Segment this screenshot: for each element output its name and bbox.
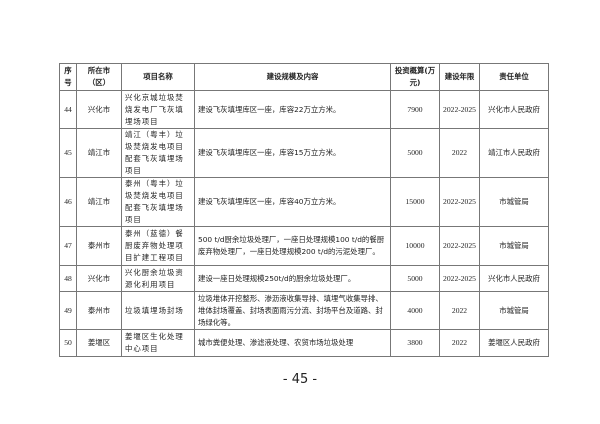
table-row: 49 泰州市 垃圾填埋场封场 垃圾堆体开挖整形、渗沥液收集导排、填埋气收集导排、堆体封… xyxy=(59,291,549,330)
table-cell: 姜堰区生化处理中心项目 xyxy=(121,329,195,357)
table-cell: 2022 xyxy=(439,291,480,330)
column-header: 项目名称 xyxy=(121,63,195,91)
table-cell: 5000 xyxy=(390,128,440,178)
column-header: 投资概算(万元) xyxy=(390,63,440,91)
table-cell: 兴化市 xyxy=(76,265,122,292)
table-cell: 泰州（粤丰）垃圾焚烧发电项目配套飞灰填埋场项目 xyxy=(121,177,195,227)
table-cell: 垃圾堆体开挖整形、渗沥液收集导排、填埋气收集导排、堆体封场覆盖、封场表面雨污分流… xyxy=(194,291,391,330)
column-header: 建设规模及内容 xyxy=(194,63,391,91)
page-number: - 45 - xyxy=(282,372,318,387)
table-cell: 2022-2025 xyxy=(439,265,480,292)
table-row: 48 兴化市 兴化厨余垃圾资源化利用项目 建设一座日处理规模250t/d的厨余垃圾处理… xyxy=(59,265,549,292)
table-cell: 建设飞灰填埋库区一座，库容40万立方米。 xyxy=(194,177,391,227)
table-cell: 2022-2025 xyxy=(439,177,480,227)
table-cell: 城市粪便处理、渗滤液处理、农贸市场垃圾处理 xyxy=(194,329,391,357)
table-cell: 泰州市 xyxy=(76,291,122,330)
table-row: 46 靖江市 泰州（粤丰）垃圾焚烧发电项目配套飞灰填埋场项目 建设飞灰填埋库区一座，库… xyxy=(59,177,549,227)
table-cell: 泰州市 xyxy=(76,226,122,266)
table-cell: 建设飞灰填埋库区一座，库容22万立方米。 xyxy=(194,90,391,129)
table-cell: 2022-2025 xyxy=(439,226,480,266)
column-header: 所在市（区） xyxy=(76,63,122,91)
table-header: 序号 所在市（区） 项目名称 建设规模及内容 投资概算(万元) 建设年限 责任单位 xyxy=(59,63,549,91)
column-header: 序号 xyxy=(59,63,77,91)
table-cell: 4000 xyxy=(390,291,440,330)
table-cell: 48 xyxy=(59,265,77,292)
table-cell: 兴化厨余垃圾资源化利用项目 xyxy=(121,265,195,292)
table-cell: 市城管局 xyxy=(479,226,549,266)
table-cell: 市城管局 xyxy=(479,291,549,330)
table-cell: 姜堰区人民政府 xyxy=(479,329,549,357)
table-cell: 46 xyxy=(59,177,77,227)
table-cell: 7900 xyxy=(390,90,440,129)
table-cell: 建设一座日处理规模250t/d的厨余垃圾处理厂。 xyxy=(194,265,391,292)
table-cell: 15000 xyxy=(390,177,440,227)
table-cell: 45 xyxy=(59,128,77,178)
table-cell: 靖江市人民政府 xyxy=(479,128,549,178)
table-cell: 兴化市 xyxy=(76,90,122,129)
table-cell: 建设飞灰填埋库区一座，库容15万立方米。 xyxy=(194,128,391,178)
table-cell: 靖江市 xyxy=(76,128,122,178)
table-cell: 靖江市 xyxy=(76,177,122,227)
table-cell: 泰州（蓝德）餐厨废弃物处理项目扩建工程项目 xyxy=(121,226,195,266)
table-cell: 10000 xyxy=(390,226,440,266)
table-cell: 49 xyxy=(59,291,77,330)
column-header: 责任单位 xyxy=(479,63,549,91)
table-cell: 3800 xyxy=(390,329,440,357)
table-cell: 2022-2025 xyxy=(439,90,480,129)
table-cell: 市城管局 xyxy=(479,177,549,227)
table-row: 45 靖江市 靖江（粤丰）垃圾焚烧发电项目配套飞灰填埋场项目 建设飞灰填埋库区一座，库… xyxy=(59,128,549,178)
table-cell: 5000 xyxy=(390,265,440,292)
table-cell: 50 xyxy=(59,329,77,357)
table-row: 47 泰州市 泰州（蓝德）餐厨废弃物处理项目扩建工程项目 500 t/d厨余垃圾处理厂… xyxy=(59,226,549,266)
table-cell: 垃圾填埋场封场 xyxy=(121,291,195,330)
column-header: 建设年限 xyxy=(439,63,480,91)
table-cell: 靖江（粤丰）垃圾焚烧发电项目配套飞灰填埋场项目 xyxy=(121,128,195,178)
table-cell: 2022 xyxy=(439,329,480,357)
table-row: 44 兴化市 兴化京城垃圾焚烧发电厂飞灰填埋场项目 建设飞灰填埋库区一座，库容22万立… xyxy=(59,90,549,129)
table-cell: 姜堰区 xyxy=(76,329,122,357)
table-cell: 44 xyxy=(59,90,77,129)
project-table: 序号 所在市（区） 项目名称 建设规模及内容 投资概算(万元) 建设年限 责任单位 44 兴化… xyxy=(59,63,549,357)
table-cell: 47 xyxy=(59,226,77,266)
table-row: 50 姜堰区 姜堰区生化处理中心项目 城市粪便处理、渗滤液处理、农贸市场垃圾处理 380… xyxy=(59,329,549,357)
table-cell: 兴化市人民政府 xyxy=(479,265,549,292)
table-cell: 兴化市人民政府 xyxy=(479,90,549,129)
table-cell: 500 t/d厨余垃圾处理厂，一座日处理规模100 t/d的餐厨废弃物处理厂，一… xyxy=(194,226,391,266)
table-cell: 2022 xyxy=(439,128,480,178)
table-cell: 兴化京城垃圾焚烧发电厂飞灰填埋场项目 xyxy=(121,90,195,129)
